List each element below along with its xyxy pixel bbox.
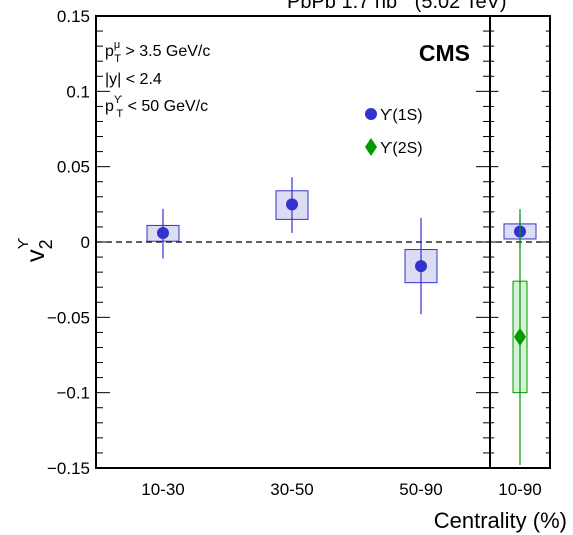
marker-diamond [514,327,526,346]
x-tick-labels: 10-30 30-50 50-90 10-90 [141,480,541,499]
x-tick-label: 50-90 [399,480,442,499]
legend-entry: ϒ(1S) [365,107,423,124]
marker-circle [286,198,298,211]
y-tick-label: −0.15 [47,459,90,478]
y-tick-label: 0.15 [57,7,90,26]
data-point-10-90-diamond [512,208,528,465]
cms-logo-text: CMS [419,40,470,66]
marker-circle [157,226,169,239]
data-point-50-90-circle [404,217,438,315]
legend-label: ϒ(2S) [380,140,423,157]
cut-rapidity: |y| < 2.4 [105,71,162,88]
cut-upsilon-pt: pϒ T < 50 GeV/c [105,94,208,120]
y-axis-label: v2ϒ [15,237,56,262]
x-axis-label: Centrality (%) [434,508,567,533]
axis-ticks [96,15,550,469]
x-tick-label: 10-30 [141,480,184,499]
luminosity-label: PbPb 1.7 nb-1(5.02 TeV) [287,0,507,13]
data-marks [146,177,537,465]
y-tick-labels: −0.15 −0.1 −0.05 0 0.05 0.1 0.15 [47,7,90,478]
cut-muon-pt: pμ T > 3.5 GeV/c [105,39,210,65]
legend-marker-circle [365,108,377,120]
legend-marker-diamond [365,138,377,156]
legend-label: ϒ(1S) [380,107,423,124]
legend: ϒ(1S) ϒ(2S) [365,107,423,157]
data-point-30-50-circle [275,177,309,233]
x-tick-label: 30-50 [270,480,313,499]
y-tick-label: −0.1 [56,384,90,403]
y-tick-label: 0 [81,233,90,252]
marker-circle [415,260,427,273]
y-tick-label: 0.05 [57,158,90,177]
data-point-10-30-circle [146,208,180,259]
selection-cuts: pμ T > 3.5 GeV/c |y| < 2.4 pϒ T < 50 GeV/c [105,39,210,120]
legend-entry: ϒ(2S) [365,138,423,157]
x-tick-label: 10-90 [498,480,541,499]
y-tick-label: −0.05 [47,308,90,327]
y-tick-label: 0.1 [66,82,90,101]
